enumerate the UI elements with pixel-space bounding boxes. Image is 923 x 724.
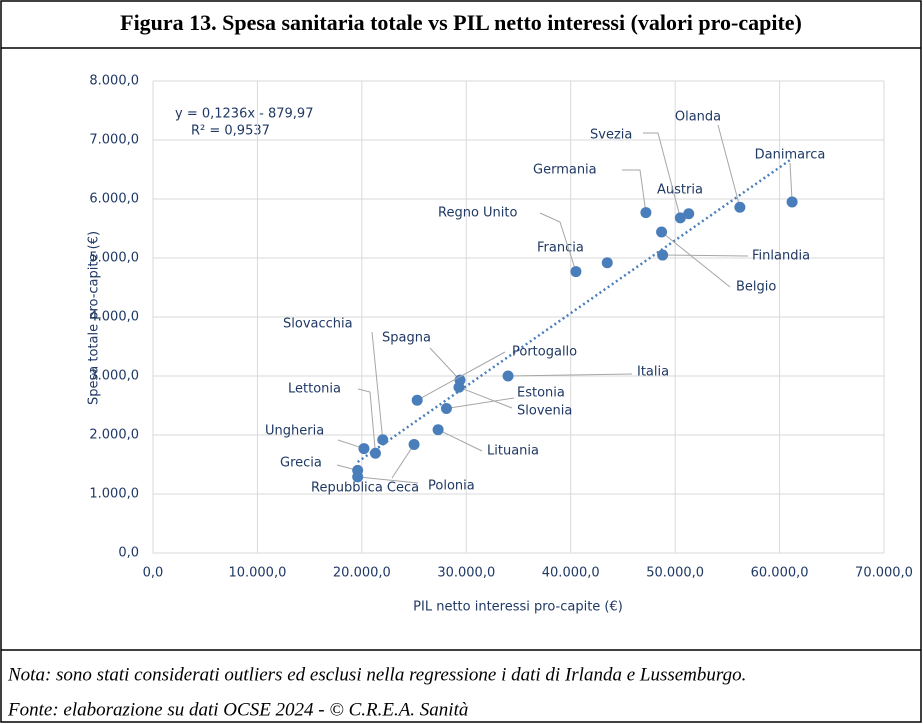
trend-equation: y = 0,1236x - 879,97 <box>175 107 313 122</box>
point-label: Lituania <box>487 444 539 459</box>
y-tick-label: 1.000,0 <box>89 487 139 502</box>
point-label: Slovenia <box>517 404 572 419</box>
x-tick-label: 20.000,0 <box>333 566 391 581</box>
point-label: Francia <box>537 241 584 256</box>
leader-line <box>458 386 513 409</box>
leader-line <box>371 331 384 440</box>
y-tick-label: 3.000,0 <box>89 369 139 384</box>
point <box>358 443 370 455</box>
leader-line <box>357 388 376 454</box>
leader-line <box>429 347 461 381</box>
x-tick-label: 0,0 <box>143 566 164 581</box>
point <box>656 226 668 238</box>
point-label: Lettonia <box>288 382 341 397</box>
point <box>640 207 652 219</box>
y-axis-label: Spesa totale pro-capite (€) <box>87 231 102 405</box>
leader-line <box>446 397 515 409</box>
leader-line <box>391 444 415 479</box>
leader-line <box>717 124 741 208</box>
point-label: Olanda <box>675 110 721 125</box>
trendline <box>356 157 793 464</box>
point-label: Ungheria <box>265 424 324 439</box>
point <box>674 212 686 224</box>
y-tick-label: 7.000,0 <box>89 133 139 148</box>
y-tick-label: 8.000,0 <box>89 74 139 89</box>
x-tick-label: 60.000,0 <box>751 566 809 581</box>
leader-line <box>437 429 483 452</box>
leader-line <box>539 212 577 272</box>
point <box>734 201 746 213</box>
point-label: Danimarca <box>755 148 826 163</box>
point-label: Polonia <box>428 479 475 494</box>
point <box>411 394 423 406</box>
point-label: Finlandia <box>752 249 810 264</box>
point <box>453 381 465 393</box>
x-tick-label: 50.000,0 <box>646 566 704 581</box>
source: Fonte: elaborazione su dati OCSE 2024 - … <box>7 699 468 720</box>
leader-line <box>661 231 731 288</box>
note: Nota: sono stati considerati outliers ed… <box>7 664 746 685</box>
point-label: Svezia <box>590 128 632 143</box>
leader-line <box>416 351 506 401</box>
chart-title: Figura 13. Spesa sanitaria totale vs PIL… <box>120 10 802 35</box>
point <box>440 402 452 414</box>
y-tick-label: 0,0 <box>118 546 139 561</box>
y-tick-label: 5.000,0 <box>89 251 139 266</box>
x-tick-label: 10.000,0 <box>228 566 286 581</box>
point <box>432 424 444 436</box>
point-label: Germania <box>533 163 597 178</box>
y-tick-label: 4.000,0 <box>89 310 139 325</box>
leader-line <box>662 254 749 257</box>
point <box>369 447 381 459</box>
trend-r2: R² = 0,9537 <box>191 124 270 139</box>
leader-line <box>508 373 633 377</box>
point <box>502 370 514 382</box>
point-label: Grecia <box>280 456 322 471</box>
point-label: Estonia <box>517 386 565 401</box>
leader-line <box>643 132 681 219</box>
x-tick-label: 70.000,0 <box>855 566 913 581</box>
leader-line <box>789 162 793 202</box>
point-label: Portogallo <box>512 345 577 360</box>
leader-line <box>357 476 419 484</box>
point-label: Belgio <box>736 280 776 295</box>
point-label: Slovacchia <box>283 317 353 332</box>
x-axis-label: PIL netto interessi pro-capite (€) <box>413 600 623 615</box>
x-tick-label: 40.000,0 <box>542 566 600 581</box>
y-tick-label: 6.000,0 <box>89 192 139 207</box>
point-label: Italia <box>637 365 669 380</box>
point <box>352 471 364 483</box>
point <box>657 249 669 261</box>
point <box>601 257 613 269</box>
point-label: Regno Unito <box>438 206 517 221</box>
leader-line <box>622 169 647 213</box>
point <box>570 266 582 278</box>
point-label: Spagna <box>382 331 431 346</box>
point <box>786 196 798 208</box>
point-label: Repubblica Ceca <box>311 481 419 496</box>
point-label: Austria <box>657 183 703 198</box>
y-tick-label: 2.000,0 <box>89 428 139 443</box>
point <box>683 208 695 220</box>
x-tick-label: 30.000,0 <box>437 566 495 581</box>
point <box>408 438 420 450</box>
point <box>377 434 389 446</box>
